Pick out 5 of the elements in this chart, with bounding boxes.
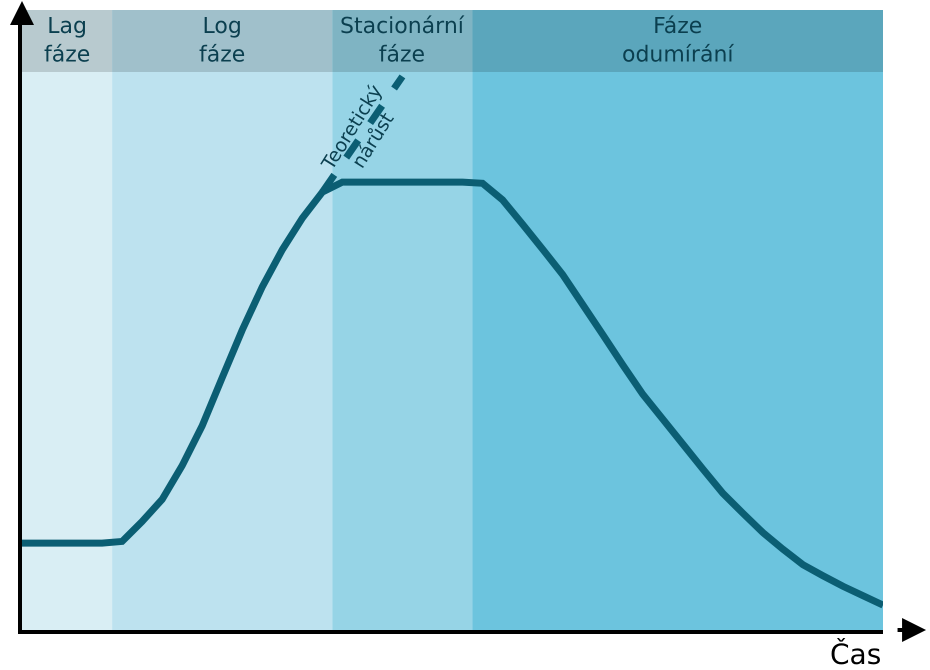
text: Log fáze xyxy=(199,14,246,68)
x-axis-title: Čas xyxy=(830,638,882,670)
text: Fáze odumírání xyxy=(622,14,734,68)
text: Lag fáze xyxy=(44,14,90,68)
text: Stacionární fáze xyxy=(340,14,465,68)
